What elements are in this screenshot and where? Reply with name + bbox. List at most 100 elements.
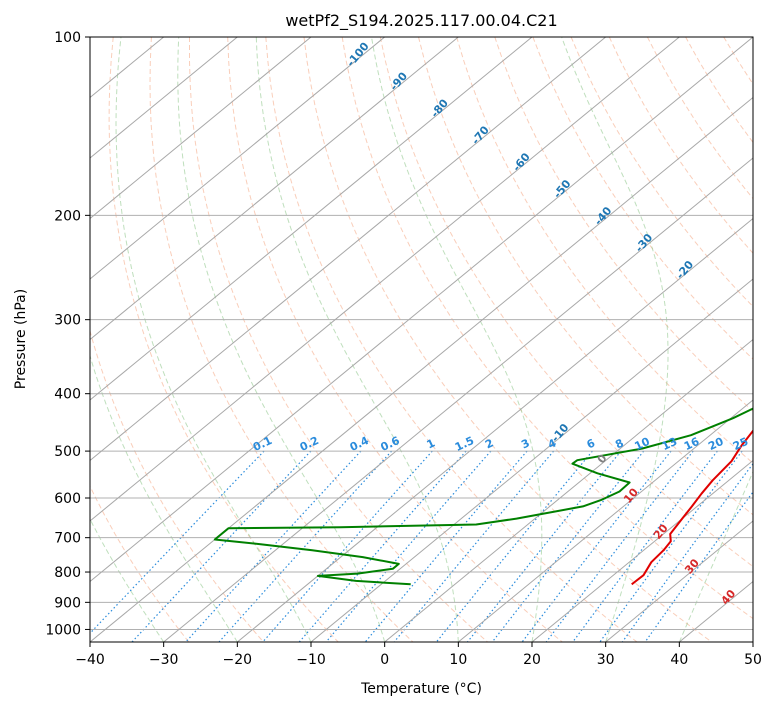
isotherm-label: -70 (469, 123, 492, 147)
isotherm-line (310, 278, 753, 642)
moist-adiabat (90, 518, 165, 642)
dry-adiabat (494, 37, 753, 412)
isotherm-line (531, 459, 753, 642)
isotherm-label: -50 (551, 177, 574, 201)
x-tick-label: −20 (223, 652, 253, 668)
chart-title: wetPf2_S194.2025.117.00.04.C21 (285, 11, 557, 31)
mixing-ratio-line (572, 450, 718, 642)
y-tick-label: 900 (54, 595, 81, 611)
mixing-ratio-label: 8 (613, 436, 625, 451)
isotherm-line (679, 580, 753, 642)
dry-adiabat (90, 329, 264, 642)
y-tick-label: 800 (54, 565, 81, 581)
x-tick-label: 50 (744, 652, 762, 668)
dewpoint-profile (213, 407, 753, 586)
isotherm-line (90, 37, 606, 462)
x-tick-label: 30 (597, 652, 615, 668)
isotherm-line (90, 37, 680, 522)
isotherm-label: 40 (719, 587, 739, 607)
x-tick-label: 40 (670, 652, 688, 668)
isoline-labels: 0.1 0.2 0.4 0.6 1 1.5 2 3 4 6 8 10 13 16 20 25 30 36-100-… (251, 40, 771, 608)
plot-area: 0.1 0.2 0.4 0.6 1 1.5 2 3 4 6 8 10 13 16 20 25 30 36-100-… (90, 37, 775, 642)
moist-adiabat (678, 470, 753, 642)
isotherm-line (90, 96, 753, 642)
y-axis-ticks: 100 200 300 400 500 600 700 800 900 1000 (45, 30, 90, 638)
isotherm-line (90, 37, 533, 401)
dry-adiabat (189, 37, 488, 642)
y-tick-label: 600 (54, 491, 81, 507)
mixing-ratio-line (325, 450, 492, 642)
mixing-ratio-label: 13 (660, 435, 679, 453)
isotherm-line (458, 399, 753, 642)
moist-adiabat (115, 37, 312, 642)
isotherm-label: -80 (428, 96, 451, 120)
dry-adiabat (265, 37, 638, 642)
mixing-ratio-line (90, 450, 265, 635)
y-tick-label: 500 (54, 444, 81, 460)
isotherm-line (90, 37, 459, 341)
profile-series (213, 407, 753, 586)
x-tick-label: −10 (296, 652, 326, 668)
x-axis-ticks: −40 −30 −20 −10 0 10 20 30 40 50 (75, 642, 762, 668)
mixing-ratio-line (393, 450, 555, 642)
isotherm-line (90, 37, 385, 280)
mixing-ratio-line (262, 450, 433, 642)
x-tick-label: 20 (523, 652, 541, 668)
dry-adiabat (762, 37, 775, 642)
isotherm-line (163, 157, 753, 642)
plot-frame (89, 36, 754, 643)
x-axis-label: Temperature (°C) (360, 681, 482, 697)
moist-adiabat (255, 37, 459, 642)
moist-adiabat (177, 37, 386, 642)
isotherm-label: -100 (344, 40, 372, 70)
mixing-ratio-label: 2 (483, 436, 495, 451)
mixing-ratio-label: 6 (585, 436, 598, 451)
temperature-profile (631, 429, 753, 586)
dry-adiabat (418, 37, 753, 516)
mixing-ratio-line (364, 450, 528, 642)
isotherm-line (90, 37, 753, 583)
moist-adiabat (561, 37, 669, 642)
x-tick-label: −30 (149, 652, 179, 668)
isotherm-line (90, 37, 312, 220)
mixing-ratio-label: 16 (682, 435, 702, 453)
isotherm-label: -60 (510, 150, 533, 174)
y-axis-label: Pressure (hPa) (13, 289, 29, 389)
mixing-ratio-line (521, 450, 672, 642)
dry-adiabat (570, 37, 753, 308)
dry-adiabat (303, 37, 712, 642)
mixing-ratio-line (185, 450, 362, 642)
mixing-ratio-label: 30 (751, 435, 771, 453)
background-adiabats (90, 37, 775, 642)
dry-adiabat (108, 37, 339, 642)
dry-adiabat (723, 37, 753, 85)
y-tick-label: 700 (54, 531, 81, 547)
y-tick-label: 1000 (45, 622, 81, 638)
isotherm-label: -30 (633, 231, 656, 255)
dry-adiabat (685, 37, 753, 144)
dry-adiabat (379, 37, 753, 568)
mixing-ratio-line (131, 450, 312, 642)
mixing-ratio-line (621, 462, 753, 642)
y-tick-label: 200 (54, 208, 81, 224)
x-tick-label: −40 (75, 652, 105, 668)
isotherm-label: 30 (682, 556, 702, 576)
mixing-ratio-line (599, 450, 743, 642)
isotherm-label: -40 (592, 204, 615, 228)
y-tick-label: 400 (54, 387, 81, 403)
x-tick-label: 10 (449, 652, 467, 668)
dry-adiabat (227, 37, 563, 642)
moist-adiabat (371, 37, 543, 642)
isotherm-line (90, 37, 238, 159)
moist-adiabat (90, 354, 238, 642)
dry-adiabat (456, 37, 753, 464)
mixing-ratio-label: 10 (633, 435, 653, 453)
mixing-ratio-line (298, 450, 467, 642)
isotherm-line (384, 338, 753, 642)
dry-adiabat (341, 37, 753, 620)
isotherm-label: 0 (595, 452, 610, 466)
y-tick-label: 300 (54, 313, 81, 329)
isotherm-line (605, 520, 753, 642)
isotherm-label: -90 (387, 69, 410, 93)
